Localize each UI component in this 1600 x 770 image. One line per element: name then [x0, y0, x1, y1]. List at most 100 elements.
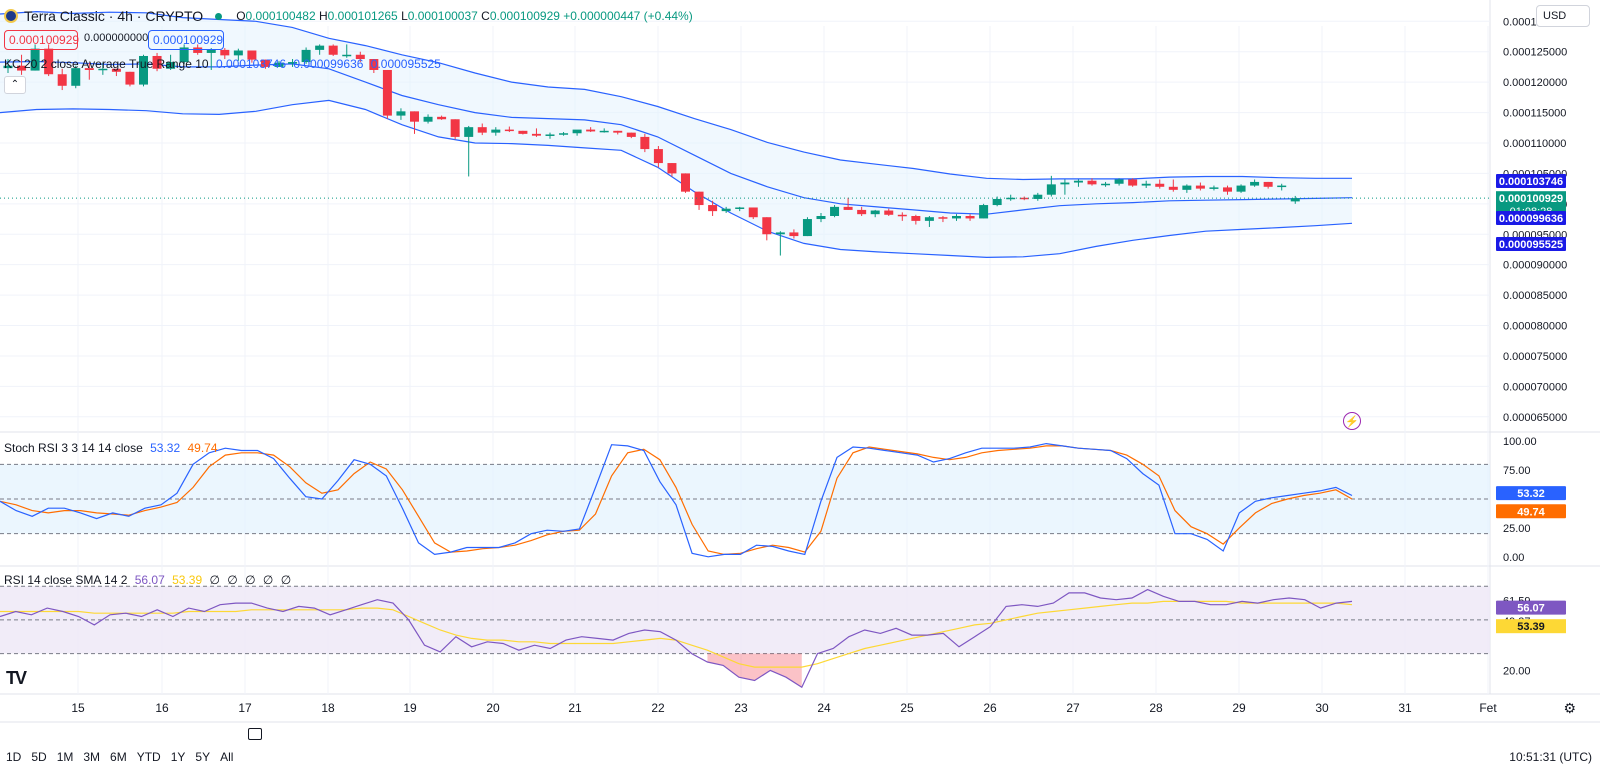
rsi-title: RSI 14 close SMA 14 2	[4, 573, 128, 587]
timeframe-5d[interactable]: 5D	[31, 750, 47, 764]
candle-body	[1006, 197, 1016, 200]
change-value: +0.000000447 (+0.44%)	[563, 9, 693, 23]
candle-body	[328, 45, 338, 55]
stoch-d-badge-bg	[1496, 504, 1566, 519]
candle-body	[653, 149, 663, 164]
lightning-icon[interactable]: ⚡	[1343, 412, 1361, 430]
time-axis-tick: 19	[403, 701, 417, 715]
candle-body	[98, 68, 108, 71]
time-axis-tick: 28	[1149, 701, 1163, 715]
timeframe-ytd[interactable]: YTD	[136, 750, 161, 764]
candle-body	[84, 68, 94, 70]
tradingview-logo-icon[interactable]: TV	[6, 668, 27, 688]
candle-body	[288, 62, 298, 64]
spread-value: 0.000000000	[84, 32, 149, 44]
gear-icon[interactable]: ⚙	[1563, 700, 1576, 716]
collapse-legend-button[interactable]: ⌃	[4, 76, 26, 94]
kc-legend[interactable]: KC 20 2 close Average True Range 10 0.00…	[4, 57, 441, 71]
symbol-header: Terra Classic · 4h · CRYPTO O0.000100482…	[4, 6, 693, 26]
candle-body	[1141, 183, 1151, 186]
time-axis-tick: 24	[817, 701, 831, 715]
sell-button[interactable]: 0.000100929	[4, 30, 79, 50]
stoch-d-value: 49.74	[187, 441, 218, 455]
candle-body	[911, 216, 921, 221]
timeframe-1d[interactable]: 1D	[6, 750, 22, 764]
time-axis-tick: 30	[1315, 701, 1329, 715]
timeframe-1m[interactable]: 1M	[56, 750, 74, 764]
timeframe-6m[interactable]: 6M	[110, 750, 127, 764]
candle-body	[3, 65, 13, 69]
candle-body	[369, 59, 379, 70]
candle-body	[897, 214, 907, 217]
rsi-ma-value: 53.39	[172, 573, 203, 587]
price-axis-tick: 0.000085000	[1503, 290, 1567, 302]
candle-body	[572, 129, 582, 134]
candle-body	[992, 198, 1002, 206]
price-axis-tick: 0.000075000	[1503, 351, 1567, 363]
kc-basis-line	[0, 60, 1353, 215]
stoch-k-line	[0, 442, 1353, 558]
time-axis-tick: Fet	[1479, 701, 1497, 715]
candle-body	[1087, 180, 1097, 185]
candle-body	[870, 210, 880, 215]
candle-body	[1182, 185, 1192, 190]
utc-clock[interactable]: 10:51:31 (UTC)	[1509, 750, 1592, 764]
low-key: L	[401, 9, 408, 23]
rsi-extra-value: ∅	[209, 573, 220, 587]
kc-upper-line	[0, 10, 1352, 181]
price-axis-tick: 0.000070000	[1503, 381, 1567, 393]
date-range-icon[interactable]	[248, 728, 262, 740]
terra-classic-logo-icon	[4, 9, 18, 23]
price-axis-tick: 0.000125000	[1503, 47, 1567, 59]
kc-lower-line	[0, 99, 1353, 259]
candle-body	[17, 65, 27, 71]
rsi-extra-value: ∅	[262, 573, 274, 587]
candle-body	[247, 50, 257, 60]
candle-body	[1209, 187, 1219, 189]
buy-button[interactable]: 0.000100929	[148, 30, 224, 50]
stoch-k-badge-bg	[1496, 486, 1566, 501]
candle-body	[1033, 194, 1043, 199]
stoch-d-line	[0, 445, 1353, 556]
candle-body	[708, 205, 718, 212]
stoch-k-badge: 53.32	[1517, 488, 1545, 500]
time-axis-tick: 26	[983, 701, 997, 715]
price-axis-tick: 0.000115000	[1503, 108, 1566, 120]
timeframe-all[interactable]: All	[220, 750, 234, 764]
candle-body	[152, 55, 162, 69]
stoch-rsi-legend[interactable]: Stoch RSI 3 3 14 14 close 53.32 49.74	[4, 441, 218, 455]
candle-body	[193, 47, 203, 53]
time-axis-tick: 23	[734, 701, 748, 715]
price-axis-tick: 0.000080000	[1503, 321, 1567, 333]
timeframe-5y[interactable]: 5Y	[195, 750, 211, 764]
candle-body	[450, 119, 460, 137]
candle-body	[1114, 179, 1124, 184]
candle-body	[1290, 198, 1300, 202]
kc-basis-badge-bg	[1496, 211, 1566, 226]
timeframe-1y[interactable]: 1Y	[170, 750, 186, 764]
candle-body	[762, 217, 772, 235]
candle-body	[965, 216, 975, 219]
candle-body	[220, 49, 230, 56]
price-axis-tick: 0.000065000	[1503, 412, 1567, 424]
rsi-extra-value: ∅	[245, 573, 256, 587]
candle-body	[626, 132, 636, 137]
candle-body	[1101, 183, 1111, 186]
candle-body	[748, 207, 758, 218]
candle-body	[1128, 179, 1138, 186]
timeframe-3m[interactable]: 3M	[83, 750, 101, 764]
candle-body	[979, 205, 989, 219]
currency-select[interactable]: USD	[1536, 5, 1590, 27]
kc-upper-value: 0.000103746	[215, 57, 287, 71]
candle-body	[166, 62, 176, 69]
price-axis-tick: 0.000120000	[1503, 77, 1567, 89]
candle-body	[613, 130, 623, 133]
rsi-legend[interactable]: RSI 14 close SMA 14 2 56.07 53.39 ∅ ∅ ∅ …	[4, 573, 291, 587]
kc-basis-value: 0.000099636	[293, 57, 364, 71]
symbol-title[interactable]: Terra Classic · 4h · CRYPTO	[24, 8, 204, 24]
candle-body	[315, 45, 325, 50]
rsi-ma-badge: 53.39	[1517, 621, 1545, 633]
candle-body	[396, 111, 406, 116]
candle-body	[559, 133, 569, 135]
